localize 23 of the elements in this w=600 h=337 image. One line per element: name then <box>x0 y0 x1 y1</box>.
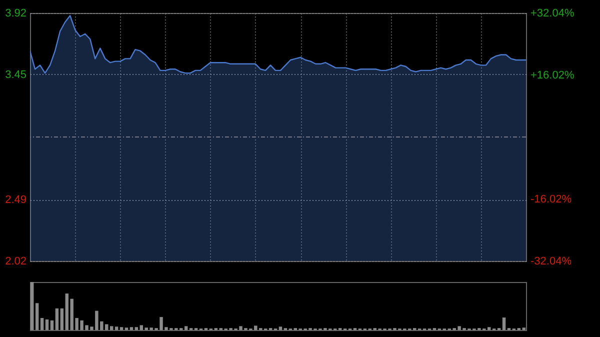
y2-tick-label: -16.02% <box>530 194 572 206</box>
bar <box>134 327 138 330</box>
y2-tick-label: +16.02% <box>530 70 574 82</box>
y2-tick-label: -32.04% <box>530 256 572 268</box>
bar <box>130 327 134 330</box>
bar <box>502 318 506 330</box>
bar <box>50 320 54 330</box>
y2-tick-label: +32.04% <box>530 8 574 20</box>
y-tick-label: 3.45 <box>5 68 26 81</box>
y-tick-label: 3.92 <box>5 8 26 20</box>
bar <box>278 326 282 330</box>
y-tick-label: 2.02 <box>5 256 26 268</box>
bar <box>55 308 59 330</box>
bar <box>60 308 64 330</box>
y-tick-label: 2.49 <box>5 194 26 206</box>
bar <box>114 326 118 330</box>
bar <box>35 303 39 330</box>
bar <box>120 327 124 330</box>
bar <box>30 282 34 330</box>
bar <box>110 326 114 330</box>
bar <box>45 319 49 330</box>
bar <box>184 326 188 330</box>
bar <box>40 318 44 330</box>
